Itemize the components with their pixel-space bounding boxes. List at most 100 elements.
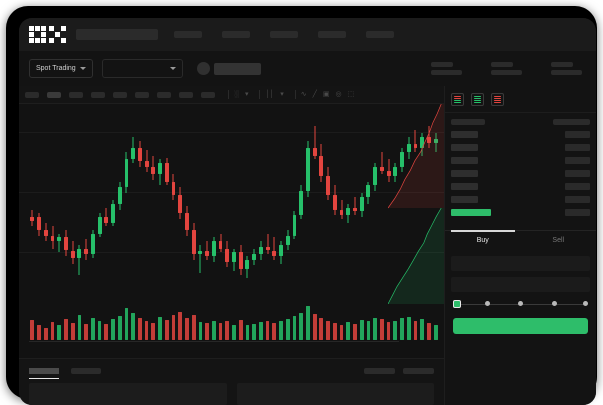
- timeframe-button[interactable]: [91, 91, 105, 98]
- timeframe-button[interactable]: [179, 91, 193, 98]
- nav-item-4[interactable]: [318, 31, 346, 38]
- tab-order-history[interactable]: [71, 368, 101, 374]
- pencil-icon[interactable]: ╱: [312, 91, 317, 98]
- chevron-down-icon[interactable]: ▾: [244, 91, 249, 98]
- tab-sell[interactable]: Sell: [552, 237, 565, 244]
- candle: [77, 104, 82, 304]
- slider-step-75[interactable]: [551, 301, 557, 306]
- submit-buy-button[interactable]: [453, 318, 588, 334]
- orderbook-amount: [565, 183, 590, 190]
- fullscreen-icon[interactable]: ⬚: [347, 91, 355, 98]
- settings-icon[interactable]: ◎: [335, 91, 342, 98]
- orderbook-row[interactable]: [451, 131, 590, 138]
- candles-icon[interactable]: ░: [234, 91, 239, 98]
- orderbook-asks-icon[interactable]: [491, 93, 504, 106]
- timeframe-button[interactable]: [69, 91, 83, 98]
- timeframe-button-active[interactable]: [47, 91, 61, 98]
- price-chart[interactable]: [19, 104, 444, 358]
- slider-handle[interactable]: [453, 300, 461, 308]
- timeframe-button[interactable]: [25, 91, 39, 98]
- volume-bar: [332, 323, 337, 340]
- slider-step-50[interactable]: [518, 301, 524, 306]
- orderbook-bids-icon[interactable]: [471, 93, 484, 106]
- okx-logo-icon[interactable]: [29, 26, 66, 43]
- volume-bar: [70, 323, 75, 340]
- orderbook-header: [451, 119, 590, 125]
- orders-cards: [19, 377, 444, 405]
- candle: [379, 104, 384, 304]
- nav-item-1[interactable]: [174, 31, 202, 38]
- orderbook-row[interactable]: [451, 170, 590, 177]
- trading-pair-dropdown[interactable]: [101, 59, 183, 78]
- candle: [406, 104, 411, 304]
- candle: [131, 104, 136, 304]
- main-nav: [174, 31, 394, 38]
- volume-bar: [43, 328, 48, 340]
- timeframe-button[interactable]: [135, 91, 149, 98]
- orderbook-row[interactable]: [451, 196, 590, 203]
- amount-slider[interactable]: [453, 298, 589, 312]
- tab-open-orders[interactable]: [29, 368, 59, 379]
- slider-step-100[interactable]: [583, 301, 589, 306]
- toolbar-divider: [294, 90, 296, 99]
- search-input[interactable]: [76, 29, 158, 40]
- indicator-icon[interactable]: ││: [265, 91, 275, 98]
- tab-buy[interactable]: Buy: [445, 230, 521, 249]
- volume-bar: [131, 312, 136, 340]
- timeframe-button[interactable]: [201, 91, 215, 98]
- candle: [117, 104, 122, 304]
- volume-bar: [400, 318, 404, 340]
- line-wave-icon[interactable]: ∿: [300, 91, 307, 98]
- volume-bar: [406, 316, 411, 340]
- nav-item-3[interactable]: [270, 31, 298, 38]
- orders-card[interactable]: [236, 383, 434, 405]
- amount-input[interactable]: [451, 277, 590, 292]
- orderbook-row-highlighted[interactable]: [451, 209, 590, 216]
- orderbook-row[interactable]: [451, 183, 590, 190]
- volume-bar: [191, 315, 196, 340]
- chart-toolbar: ░ ▾ ││ ▾ ∿ ╱ ▣ ◎ ⬚: [19, 86, 444, 104]
- volume-bar: [164, 319, 169, 340]
- orders-action-1[interactable]: [364, 368, 395, 374]
- orders-action-2[interactable]: [403, 368, 434, 374]
- price-input[interactable]: [451, 256, 590, 271]
- candle: [433, 104, 438, 304]
- slider-step-25[interactable]: [485, 301, 491, 306]
- timeframe-button[interactable]: [157, 91, 171, 98]
- orderbook-row[interactable]: [451, 144, 590, 151]
- timeframe-button[interactable]: [113, 91, 127, 98]
- volume-bar: [117, 316, 122, 340]
- chevron-down-icon[interactable]: ▾: [280, 91, 284, 98]
- candle: [426, 104, 431, 304]
- nav-item-2[interactable]: [222, 31, 250, 38]
- orderbook-row[interactable]: [451, 157, 590, 164]
- orderbook-amount: [565, 157, 590, 164]
- orderbook-col-price: [451, 119, 485, 125]
- camera-icon[interactable]: ▣: [322, 91, 330, 98]
- candle: [84, 104, 89, 304]
- candle: [43, 104, 48, 304]
- candle: [265, 104, 270, 304]
- toolbar-divider: [259, 90, 261, 99]
- candle: [218, 104, 223, 304]
- orderbook-amount: [565, 209, 590, 216]
- volume-bar: [285, 319, 290, 340]
- orderbook-price: [451, 144, 478, 151]
- orderbook-both-icon[interactable]: [451, 93, 464, 106]
- ticker-stat-label: [551, 62, 573, 67]
- candle: [70, 104, 75, 304]
- trading-mode-dropdown[interactable]: Spot Trading: [29, 59, 93, 78]
- candle: [30, 104, 35, 304]
- volume-bar: [211, 320, 216, 340]
- volume-bar: [413, 321, 418, 340]
- volume-bar: [427, 323, 431, 340]
- volume-bar: [379, 319, 384, 340]
- candle: [279, 104, 283, 304]
- volume-bar: [185, 317, 189, 340]
- orderbook-price: [451, 183, 478, 190]
- nav-item-5[interactable]: [366, 31, 394, 38]
- volume-bar: [138, 317, 142, 340]
- orders-card[interactable]: [29, 383, 227, 405]
- volume-bar: [433, 324, 438, 340]
- candle: [50, 104, 55, 304]
